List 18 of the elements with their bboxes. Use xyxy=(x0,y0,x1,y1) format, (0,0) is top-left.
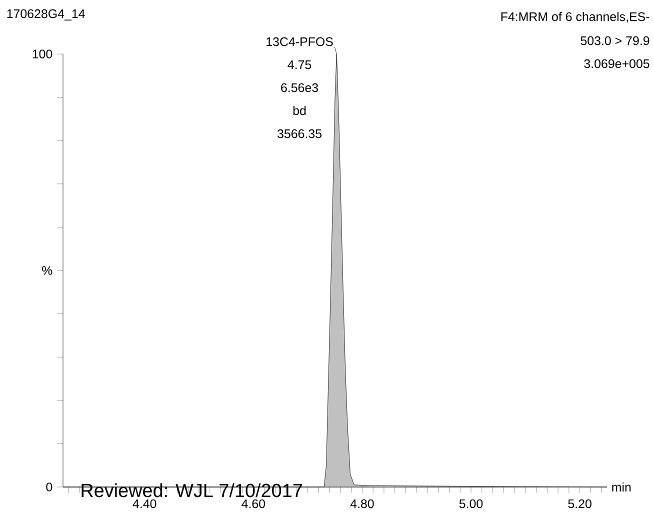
text: 503.0 > 79.9 xyxy=(580,36,650,46)
x-tick-label: 4.60 xyxy=(242,499,266,508)
annotation: 13C4-PFOS xyxy=(266,37,333,46)
annotation: bd xyxy=(293,106,306,116)
y-tick-label: % xyxy=(42,266,52,275)
annotation: 3.069e+005 xyxy=(584,59,650,68)
y-tick-label: 100 xyxy=(32,50,52,58)
x-tick-label: 5.00 xyxy=(459,499,483,508)
annotation: 3566.35 xyxy=(277,129,322,138)
x-tick-label: 4.80 xyxy=(350,499,374,508)
chart-title: 170628G4_14 xyxy=(7,9,85,20)
annotation: 4.75 xyxy=(288,60,312,70)
x-axis-title: min xyxy=(612,482,631,492)
annotation: 6.56e3 xyxy=(281,83,318,92)
x-tick-label: 5.20 xyxy=(568,499,592,508)
chart-subtitle: F4:MRM of 6 channels,ES- xyxy=(501,12,650,23)
y-tick-label: 0 xyxy=(46,482,52,492)
x-tick-label: 4.40 xyxy=(132,499,156,508)
